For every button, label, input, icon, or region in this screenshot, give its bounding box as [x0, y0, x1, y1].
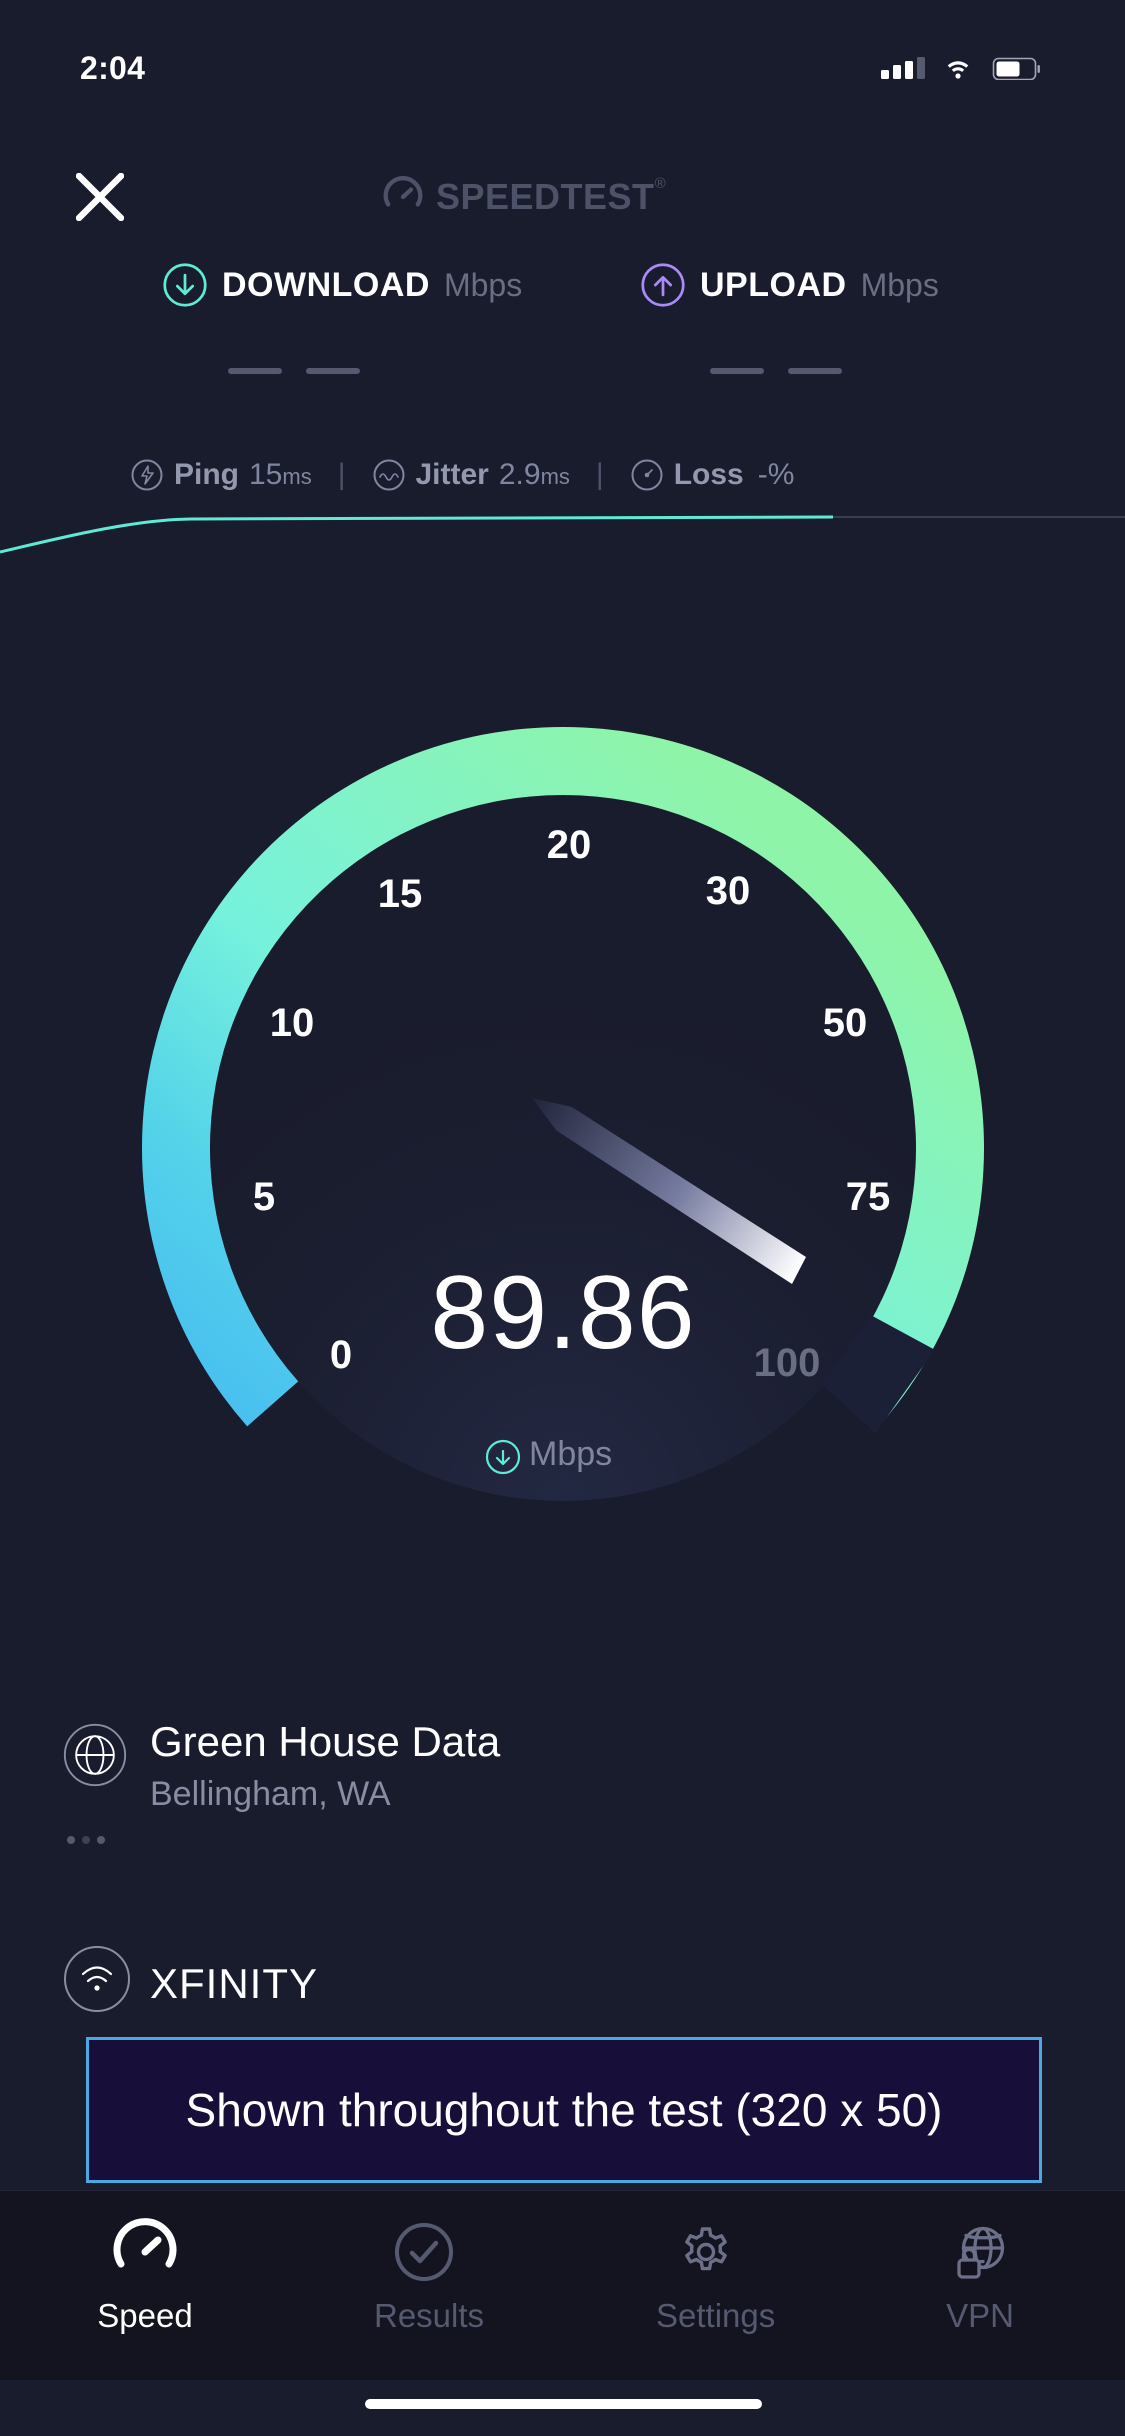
svg-text:89.86: 89.86 — [430, 1255, 695, 1371]
svg-text:Mbps: Mbps — [529, 1435, 612, 1473]
svg-text:30: 30 — [706, 869, 751, 913]
svg-text:15: 15 — [378, 872, 423, 916]
svg-text:50: 50 — [823, 1001, 868, 1045]
svg-text:75: 75 — [846, 1175, 891, 1219]
svg-text:0: 0 — [330, 1333, 352, 1377]
svg-text:10: 10 — [270, 1001, 315, 1045]
svg-text:100: 100 — [754, 1341, 821, 1385]
svg-text:20: 20 — [547, 823, 592, 867]
svg-text:5: 5 — [253, 1175, 275, 1219]
